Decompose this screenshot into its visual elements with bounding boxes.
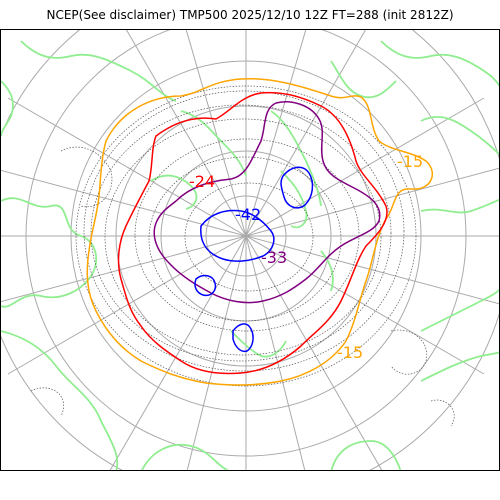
contour-minus24 xyxy=(117,91,388,375)
fine-contours xyxy=(30,85,455,427)
contour-minus33 xyxy=(153,101,381,304)
meridian-lines xyxy=(1,30,499,470)
coastlines xyxy=(1,40,499,470)
map-frame: -42 -33 -24 -15 -15 xyxy=(0,29,500,471)
contour-label-minus15-south: -15 xyxy=(337,343,363,362)
contour-minus42-south xyxy=(232,323,254,353)
map-title: NCEP(See disclaimer) TMP500 2025/12/10 1… xyxy=(46,8,454,22)
contour-label-minus24: -24 xyxy=(189,172,215,191)
contour-label-minus15-east: -15 xyxy=(397,152,423,171)
contour-minus15 xyxy=(86,77,433,386)
contour-minus42-west xyxy=(194,274,217,297)
contour-minus42-east xyxy=(280,166,314,209)
map-canvas: -42 -33 -24 -15 -15 xyxy=(1,30,499,470)
contour-label-minus42: -42 xyxy=(235,205,261,224)
contour-minus42 xyxy=(200,209,275,262)
contour-label-minus33: -33 xyxy=(261,248,287,267)
